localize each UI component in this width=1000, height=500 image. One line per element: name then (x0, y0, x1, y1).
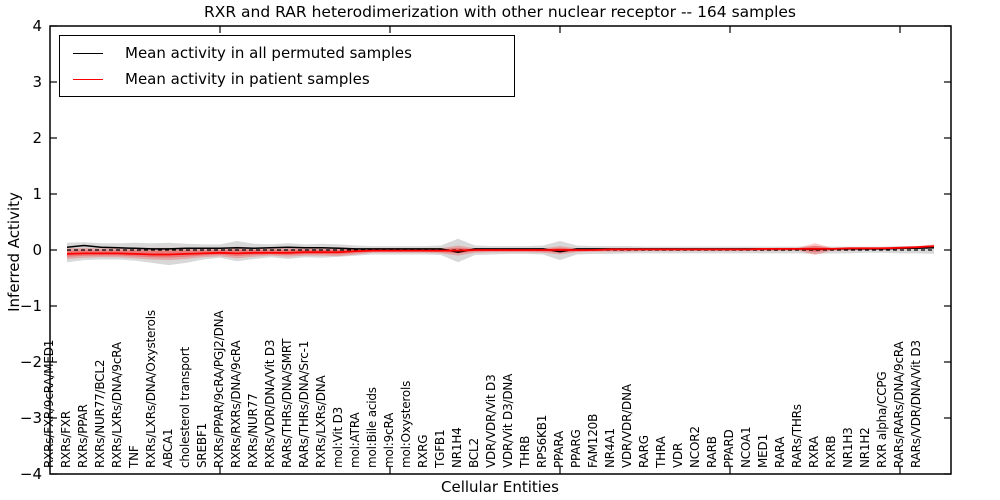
x-tick-label: NCOR2 (688, 426, 702, 468)
x-tick-label: VDR (671, 442, 685, 468)
x-tick-label: RXR alpha/CCPG (875, 371, 889, 468)
x-tick-label: RXRA (807, 436, 821, 468)
x-tick-label: RARA (773, 436, 787, 468)
y-tick-label: −3 (19, 409, 42, 427)
x-tick-label: RXRs/PPAR/9cRA/PGJ2/DNA (212, 310, 226, 468)
x-tick-label: NR1H2 (858, 427, 872, 468)
x-tick-label: VDR/VDR/Vit D3 (484, 374, 498, 468)
x-tick-label: RXRs/FXR (59, 410, 73, 468)
x-tick-label: RXRs/VDR/DNA/Vit D3 (263, 339, 277, 468)
x-tick-label: RXRs/PPAR (76, 404, 90, 468)
x-tick-label: THRA (654, 436, 668, 468)
x-tick-label: SREBF1 (195, 422, 209, 468)
permuted-line-swatch-icon (73, 52, 103, 54)
y-tick-label: −2 (19, 353, 42, 371)
x-tick-label: TNF (127, 445, 141, 468)
x-tick-label: VDR/Vit D3/DNA (501, 373, 515, 468)
x-tick-label: cholesterol transport (178, 346, 192, 468)
y-tick-label: 1 (32, 185, 42, 203)
x-tick-label: RARs/VDR/DNA/Vit D3 (909, 340, 923, 468)
x-tick-label: RXRs/LXRs/DNA/Oxysterols (144, 310, 158, 468)
legend-item-permuted: Mean activity in all permuted samples (60, 44, 514, 62)
x-tick-label: RXRs/NUR77 (246, 393, 260, 468)
x-tick-label: ABCA1 (161, 428, 175, 468)
x-tick-label: PPARA (552, 431, 566, 468)
chart-title: RXR and RAR heterodimerization with othe… (203, 3, 797, 21)
x-tick-label: mol:Vit D3 (331, 406, 345, 468)
x-tick-label: RXRB (824, 435, 838, 468)
x-tick-label: RARs/RARs/DNA/9cRA (892, 341, 906, 468)
patient-line-swatch-icon (73, 78, 103, 80)
x-tick-label: mol:9cRA (382, 412, 396, 468)
y-tick-label: 2 (32, 129, 42, 147)
x-tick-label: NR4A1 (603, 428, 617, 468)
x-tick-label: THRB (518, 435, 532, 468)
x-tick-label: RARG (637, 435, 651, 468)
x-tick-label: RXRs/RXRs/DNA/9cRA (229, 340, 243, 468)
x-tick-label: RXRs/NUR77/BCL2 (93, 359, 107, 468)
x-tick-label: RPS6KB1 (535, 414, 549, 468)
legend-label: Mean activity in all permuted samples (125, 44, 412, 62)
x-tick-label: PPARG (569, 429, 583, 468)
x-tick-label: NCOA1 (739, 426, 753, 468)
y-tick-label: −1 (19, 297, 42, 315)
x-tick-label: RXRs/LXRs/DNA/9cRA (110, 342, 124, 468)
x-tick-label: MED1 (756, 433, 770, 468)
x-tick-label: RARs/THRs (790, 404, 804, 468)
y-tick-label: −4 (19, 465, 42, 483)
x-tick-label: mol:ATRA (348, 412, 362, 468)
legend: Mean activity in all permuted samples Me… (59, 35, 515, 97)
x-tick-label: RARB (705, 436, 719, 468)
y-tick-label: 4 (32, 17, 42, 35)
x-tick-label: VDR/VDR/DNA (620, 384, 634, 468)
x-tick-label: mol:Oxysterols (399, 380, 413, 468)
legend-item-patient: Mean activity in patient samples (60, 70, 514, 88)
x-tick-label: RARs/THRs/DNA/Src-1 (297, 340, 311, 468)
legend-label: Mean activity in patient samples (125, 70, 370, 88)
x-tick-label: mol:Bile acids (365, 387, 379, 468)
x-tick-label: FAM120B (586, 413, 600, 468)
x-tick-label: BCL2 (467, 438, 481, 468)
x-tick-label: PPARD (722, 429, 736, 469)
patient-spread-band-core (67, 245, 934, 258)
x-tick-label: RXRs/FXR/9cRA/MED1 (42, 339, 56, 468)
x-axis-label: Cellular Entities (441, 478, 559, 496)
x-tick-label: NR1H4 (450, 427, 464, 468)
y-tick-label: 3 (32, 73, 42, 91)
x-tick-label: RARs/THRs/DNA/SMRT (280, 338, 294, 468)
x-tick-label: RXRs/LXRs/DNA (314, 375, 328, 468)
y-tick-label: 0 (32, 241, 42, 259)
permuted-spread-band (67, 238, 934, 266)
x-tick-label: RXRG (416, 434, 430, 468)
x-tick-label: TGFB1 (433, 429, 447, 468)
patient-mean-line (66, 245, 935, 256)
x-tick-label: NR1H3 (841, 427, 855, 468)
